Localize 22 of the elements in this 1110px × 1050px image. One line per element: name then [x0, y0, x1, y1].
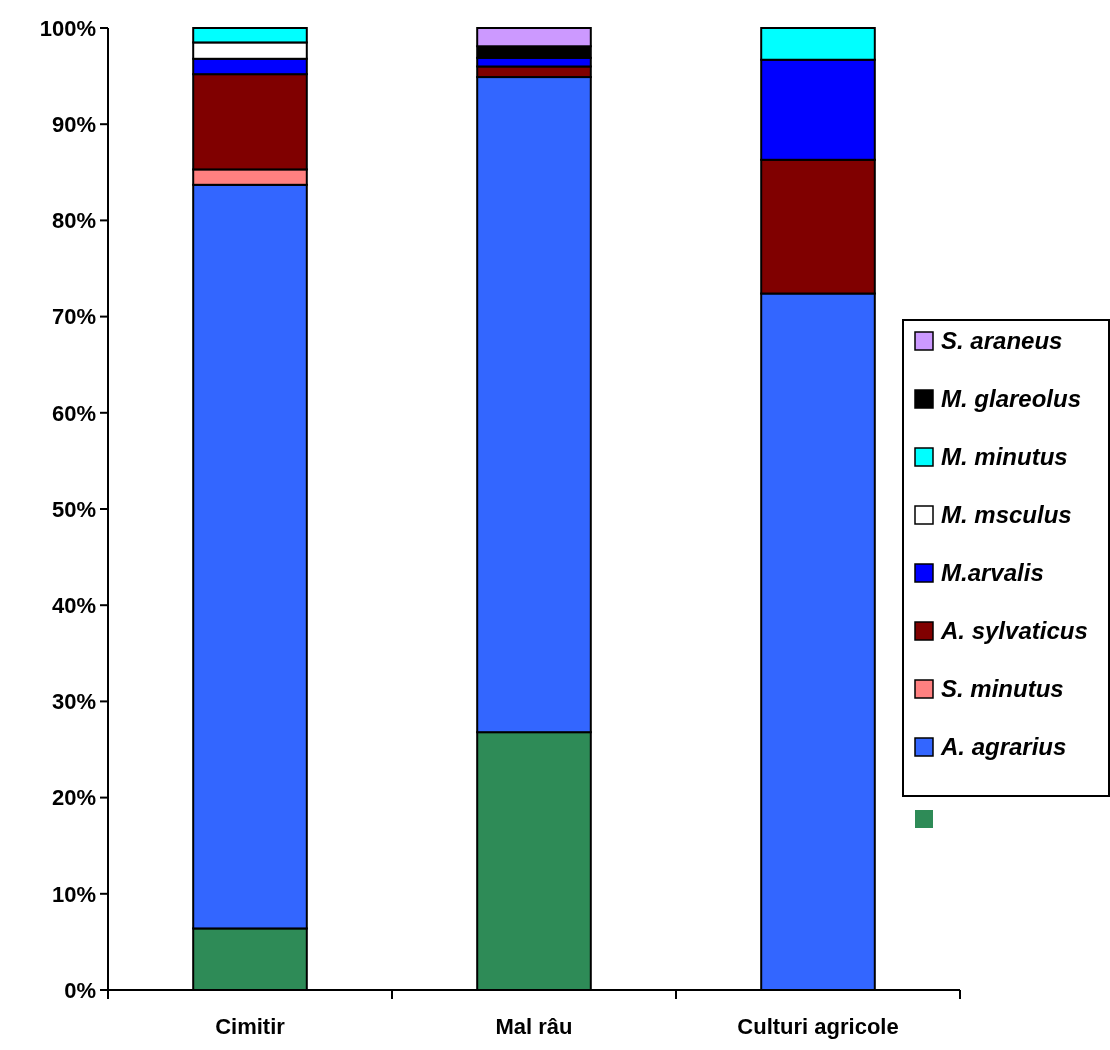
- y-tick-label: 50%: [51, 496, 96, 522]
- x-tick-label: Mal râu: [495, 1014, 573, 1039]
- legend-label: S. araneus: [941, 327, 1063, 355]
- legend-label: M. minutus: [941, 443, 1068, 471]
- y-tick-label: 80%: [51, 208, 96, 234]
- y-tick-label: 30%: [51, 689, 96, 715]
- y-tick-label: 70%: [51, 304, 96, 330]
- y-tick-label: 20%: [51, 785, 96, 811]
- y-tick-label: 100%: [39, 15, 96, 41]
- x-tick-label: Culturi agricole: [737, 1014, 899, 1039]
- legend-label: A. agrarius: [940, 733, 1067, 761]
- legend-label: S. minutus: [941, 675, 1064, 703]
- legend-label: A. sylvaticus: [940, 617, 1088, 645]
- y-tick-label: 60%: [51, 400, 96, 426]
- legend-label: M. glareolus: [941, 385, 1082, 413]
- legend-label: M.arvalis: [941, 559, 1044, 587]
- y-tick-label: 40%: [51, 592, 96, 618]
- x-tick-label: Cimitir: [215, 1014, 286, 1039]
- y-tick-label: 10%: [51, 881, 96, 907]
- y-tick-label: 0%: [64, 977, 96, 1003]
- legend-label: M. msculus: [941, 501, 1072, 529]
- y-tick-label: 90%: [51, 111, 96, 137]
